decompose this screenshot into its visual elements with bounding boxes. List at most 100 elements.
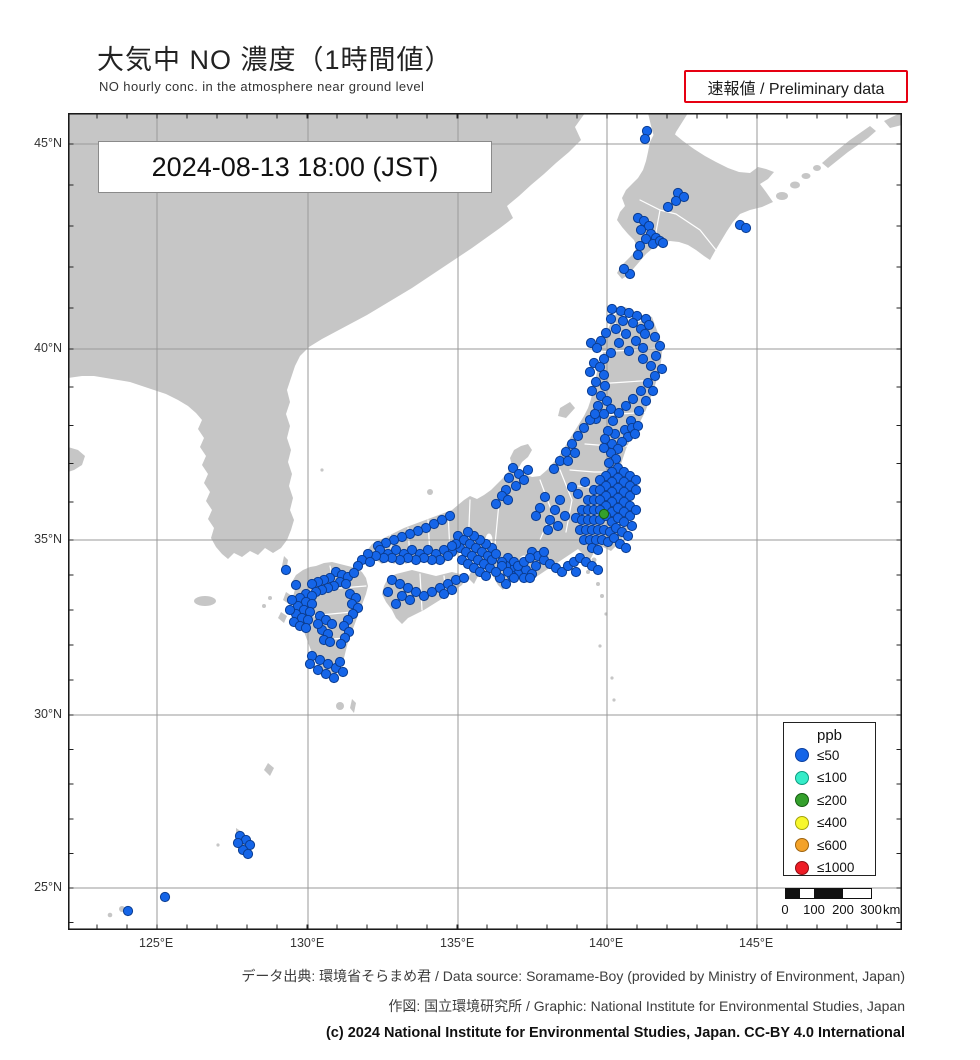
station-dot-le50 bbox=[312, 664, 324, 676]
station-dot-le50 bbox=[539, 491, 551, 503]
scale-segment bbox=[786, 889, 800, 898]
scale-segment bbox=[800, 889, 814, 898]
station-dot-le50 bbox=[530, 560, 542, 572]
legend-item-label: ≤50 bbox=[817, 747, 840, 763]
station-dot-le50 bbox=[633, 405, 645, 417]
station-dot-le50 bbox=[122, 905, 134, 917]
station-dot-le50 bbox=[390, 598, 402, 610]
station-dot-le50 bbox=[624, 490, 636, 502]
map-container bbox=[68, 113, 902, 930]
station-dot-le50 bbox=[549, 504, 561, 516]
lon-label: 130°E bbox=[290, 936, 325, 950]
station-dot-le50 bbox=[507, 462, 519, 474]
legend-item: ≤600 bbox=[784, 834, 875, 857]
station-dot-le50 bbox=[639, 133, 651, 145]
station-dot-le50 bbox=[572, 430, 584, 442]
legend-title: ppb bbox=[816, 727, 843, 744]
scale-bar bbox=[785, 888, 872, 899]
station-dot-le50 bbox=[410, 586, 422, 598]
station-dot-le50 bbox=[649, 370, 661, 382]
station-dot-le50 bbox=[608, 532, 620, 544]
station-dots bbox=[122, 125, 752, 917]
station-dot-le50 bbox=[562, 455, 574, 467]
station-dot-le50 bbox=[629, 428, 641, 440]
station-dot-le50 bbox=[637, 353, 649, 365]
station-dot-le50 bbox=[510, 480, 522, 492]
legend-item: ≤400 bbox=[784, 812, 875, 835]
scale-label-200: 200 bbox=[832, 902, 854, 917]
station-dot-le50 bbox=[599, 433, 611, 445]
station-dot-le50 bbox=[650, 350, 662, 362]
legend-dot-icon bbox=[795, 860, 809, 875]
station-dot-le50 bbox=[522, 464, 534, 476]
station-dot-le50 bbox=[554, 494, 566, 506]
station-dot-le50 bbox=[643, 319, 655, 331]
station-dot-le50 bbox=[544, 514, 556, 526]
station-dot-le50 bbox=[624, 510, 636, 522]
station-dot-le50 bbox=[657, 237, 669, 249]
station-dot-le50 bbox=[617, 315, 629, 327]
scale-unit: km bbox=[883, 902, 901, 917]
station-dot-le50 bbox=[406, 544, 418, 556]
station-dot-le50 bbox=[396, 590, 408, 602]
station-dot-le50 bbox=[337, 666, 349, 678]
station-dot-le50 bbox=[538, 546, 550, 558]
station-dot-le50 bbox=[592, 544, 604, 556]
station-dot-le50 bbox=[630, 484, 642, 496]
legend-item: ≤1000 bbox=[784, 857, 875, 880]
station-dot-le50 bbox=[630, 504, 642, 516]
legend-item-label: ≤600 bbox=[817, 837, 847, 853]
station-dot-le50 bbox=[618, 263, 630, 275]
station-dot-le50 bbox=[312, 618, 324, 630]
station-dot-le50 bbox=[426, 586, 438, 598]
legend: ppb ≤50 ≤100 ≤200 ≤400 ≤600 ≤1000 bbox=[783, 722, 876, 876]
station-dot-le50 bbox=[600, 327, 612, 339]
legend-dot-icon bbox=[795, 815, 809, 830]
station-dot-le50 bbox=[462, 526, 474, 538]
station-dot-le50 bbox=[590, 376, 602, 388]
station-dot-le50 bbox=[606, 303, 618, 315]
lat-label: 35°N bbox=[34, 532, 62, 546]
station-dot-le50 bbox=[404, 594, 416, 606]
timestamp-text: 2024-08-13 18:00 (JST) bbox=[151, 151, 439, 182]
station-dot-le50 bbox=[642, 377, 654, 389]
station-dot-le50 bbox=[446, 540, 458, 552]
station-dot-le50 bbox=[613, 337, 625, 349]
legend-item: ≤100 bbox=[784, 767, 875, 790]
station-dot-le50 bbox=[598, 408, 610, 420]
station-dot-le50 bbox=[639, 328, 651, 340]
station-dot-le50 bbox=[548, 463, 560, 475]
lon-label: 125°E bbox=[139, 936, 174, 950]
station-dot-le50 bbox=[594, 494, 606, 506]
scale-segment bbox=[814, 889, 843, 898]
lat-label: 30°N bbox=[34, 707, 62, 721]
station-dot-le50 bbox=[552, 520, 564, 532]
scale-label-100: 100 bbox=[803, 902, 825, 917]
station-dot-le50 bbox=[328, 672, 340, 684]
legend-item-label: ≤1000 bbox=[817, 860, 855, 876]
station-dot-le200 bbox=[598, 508, 610, 520]
legend-dot-icon bbox=[795, 838, 809, 853]
page-subtitle: NO hourly conc. in the atmosphere near g… bbox=[99, 79, 425, 94]
station-dot-le50 bbox=[386, 574, 398, 586]
station-dot-le50 bbox=[490, 498, 502, 510]
station-dot-le50 bbox=[314, 654, 326, 666]
station-dot-le50 bbox=[592, 564, 604, 576]
station-dot-le50 bbox=[284, 604, 296, 616]
station-dot-le50 bbox=[632, 249, 644, 261]
station-dot-le50 bbox=[578, 422, 590, 434]
station-dot-le50 bbox=[446, 584, 458, 596]
station-dot-le50 bbox=[584, 366, 596, 378]
station-dot-le50 bbox=[627, 393, 639, 405]
station-dot-le50 bbox=[422, 544, 434, 556]
station-dot-le50 bbox=[334, 656, 346, 668]
station-dot-le50 bbox=[605, 403, 617, 415]
station-dot-le50 bbox=[599, 380, 611, 392]
station-dot-le50 bbox=[640, 395, 652, 407]
station-dot-le50 bbox=[627, 317, 639, 329]
station-dot-le50 bbox=[607, 415, 619, 427]
scale-label-300: 300 bbox=[860, 902, 882, 917]
station-dot-le50 bbox=[300, 622, 312, 634]
lat-label: 40°N bbox=[34, 341, 62, 355]
station-dot-le50 bbox=[418, 590, 430, 602]
